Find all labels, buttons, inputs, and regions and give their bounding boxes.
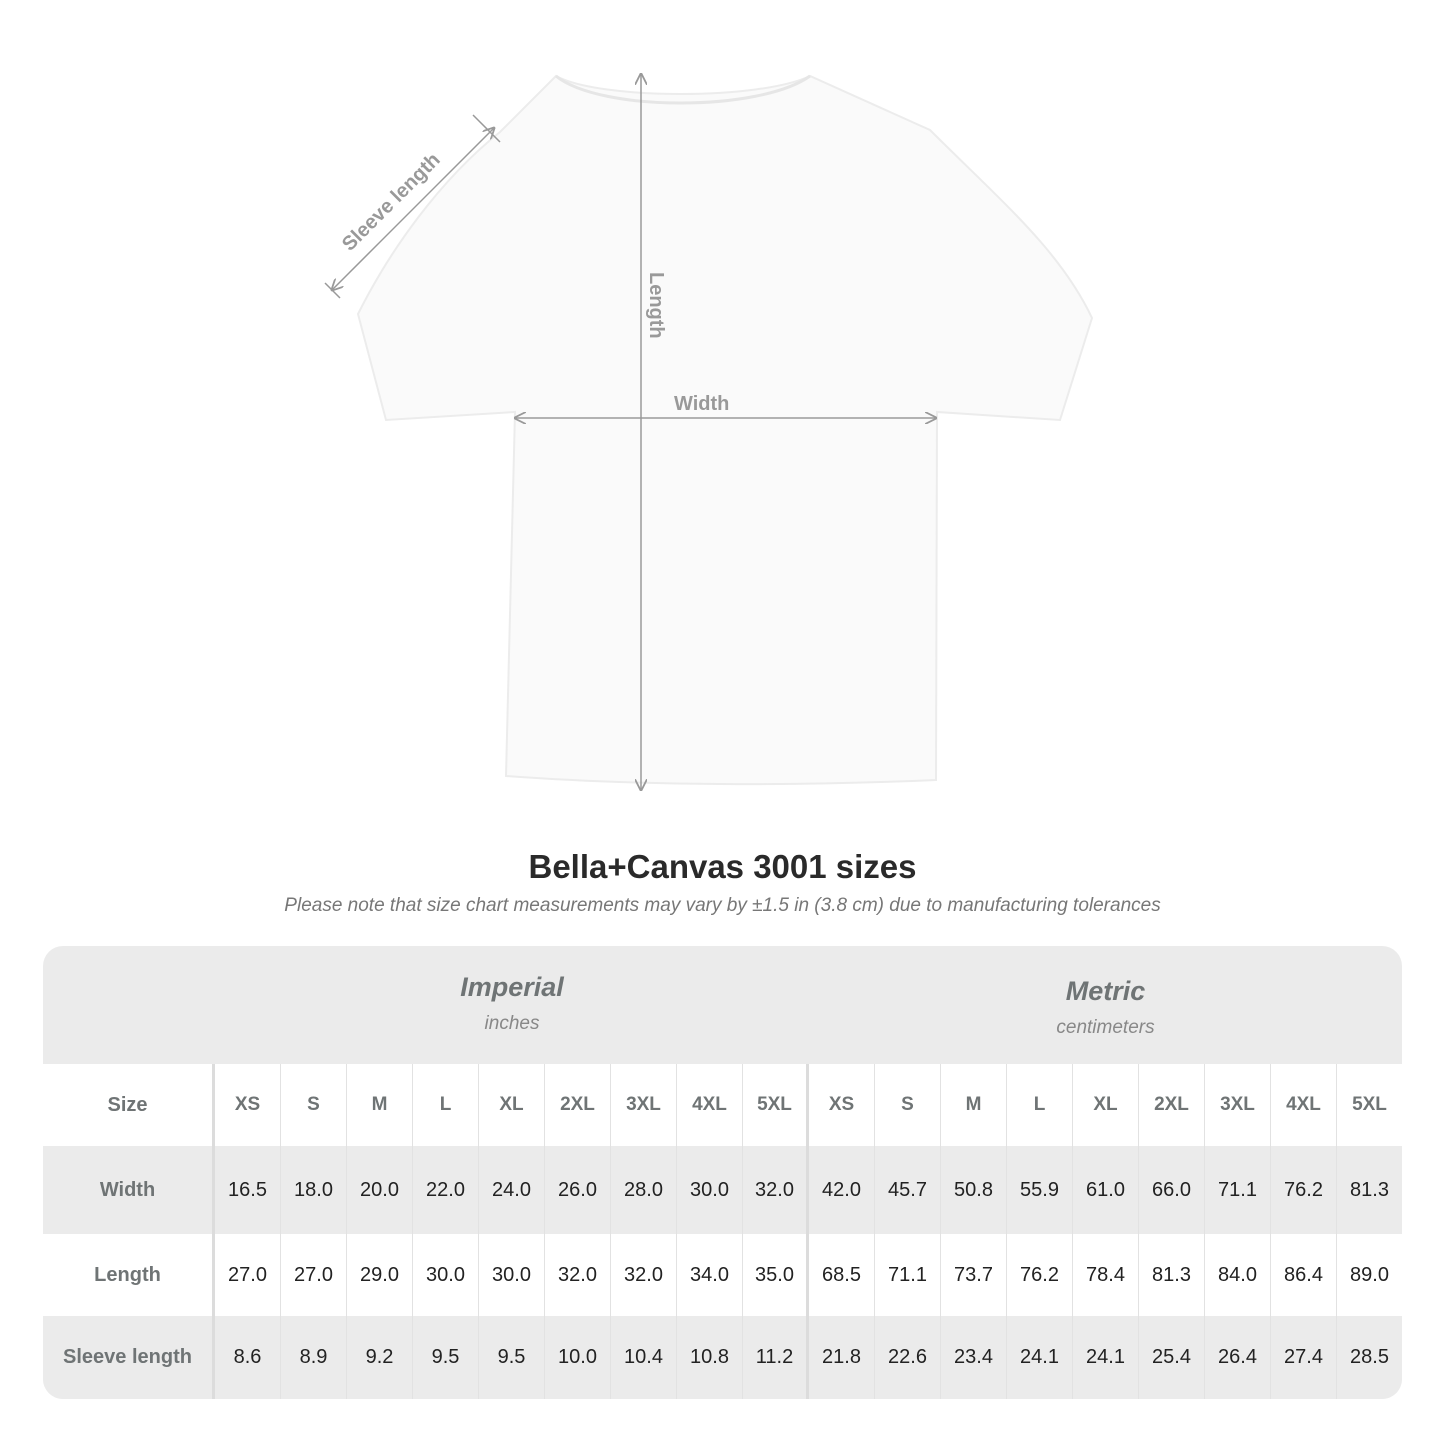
value-cell: 24.0 <box>479 1146 545 1234</box>
size-header-cell: L <box>1007 1064 1073 1146</box>
value-cell: 34.0 <box>677 1234 743 1316</box>
size-header-cell: 2XL <box>1139 1064 1205 1146</box>
value-cell: 28.0 <box>611 1146 677 1234</box>
tshirt-shape <box>356 74 1094 786</box>
value-cell: 84.0 <box>1205 1234 1271 1316</box>
value-cell: 22.0 <box>413 1146 479 1234</box>
value-cell: 27.0 <box>215 1234 281 1316</box>
value-cell: 9.5 <box>413 1316 479 1399</box>
value-cell: 42.0 <box>809 1146 875 1234</box>
value-cell: 78.4 <box>1073 1234 1139 1316</box>
value-cell: 11.2 <box>743 1316 809 1399</box>
value-cell: 55.9 <box>1007 1146 1073 1234</box>
size-header-cell: M <box>941 1064 1007 1146</box>
value-cell: 50.8 <box>941 1146 1007 1234</box>
value-cell: 8.9 <box>281 1316 347 1399</box>
size-header-cell: S <box>875 1064 941 1146</box>
value-cell: 35.0 <box>743 1234 809 1316</box>
value-cell: 24.1 <box>1007 1316 1073 1399</box>
imperial-label: Imperial <box>460 972 564 1002</box>
width-label: Width <box>674 393 729 415</box>
value-cell: 9.2 <box>347 1316 413 1399</box>
imperial-unit: inches <box>484 1013 540 1034</box>
value-cell: 10.4 <box>611 1316 677 1399</box>
size-header-cell: 5XL <box>743 1064 809 1146</box>
size-header-cell: XL <box>479 1064 545 1146</box>
value-cell: 71.1 <box>1205 1146 1271 1234</box>
value-cell: 16.5 <box>215 1146 281 1234</box>
value-cell: 71.1 <box>875 1234 941 1316</box>
value-cell: 8.6 <box>215 1316 281 1399</box>
value-cell: 68.5 <box>809 1234 875 1316</box>
tshirt-diagram: Length Width Sleeve length <box>324 0 1094 820</box>
value-cell: 30.0 <box>479 1234 545 1316</box>
row-label: Width <box>43 1146 215 1234</box>
value-cell: 45.7 <box>875 1146 941 1234</box>
value-cell: 76.2 <box>1007 1234 1073 1316</box>
value-cell: 81.3 <box>1350 1178 1389 1201</box>
value-cell: 28.5 <box>1350 1346 1389 1368</box>
value-cell: 86.4 <box>1271 1234 1337 1316</box>
table-row: Length 27.0 27.0 29.0 30.0 30.0 32.0 32.0 34.0 35… <box>43 1234 1402 1316</box>
value-cell: 89.0 <box>1350 1263 1389 1286</box>
row-label: Sleeve length <box>43 1316 215 1399</box>
value-cell: 18.0 <box>281 1146 347 1234</box>
size-header-cell: 3XL <box>1205 1064 1271 1146</box>
size-header-cell: 4XL <box>677 1064 743 1146</box>
size-header-row: Size XS S M L XL 2XL 3XL 4XL 5XL XS S M L XL 2XL 3XL 4XL 5… <box>43 1064 1402 1146</box>
value-cell: 29.0 <box>347 1234 413 1316</box>
metric-header: Metric centimeters <box>809 946 1402 1064</box>
value-cell: 27.0 <box>281 1234 347 1316</box>
value-cell: 27.4 <box>1271 1316 1337 1399</box>
value-cell: 26.4 <box>1205 1316 1271 1399</box>
value-cell: 10.8 <box>677 1316 743 1399</box>
size-header-cell: 2XL <box>545 1064 611 1146</box>
value-cell: 24.1 <box>1073 1316 1139 1399</box>
value-cell: 32.0 <box>611 1234 677 1316</box>
metric-label: Metric <box>1065 976 1146 1006</box>
value-cell: 73.7 <box>941 1234 1007 1316</box>
value-cell: 32.0 <box>743 1146 809 1234</box>
value-cell: 22.6 <box>875 1316 941 1399</box>
value-cell: 32.0 <box>545 1234 611 1316</box>
value-cell: 20.0 <box>347 1146 413 1234</box>
value-cell: 21.8 <box>809 1316 875 1399</box>
sleeve-arrow <box>332 128 494 290</box>
table-row: Sleeve length 8.6 8.9 9.2 9.5 9.5 10.0 10.4 10.8… <box>43 1316 1402 1399</box>
size-header-cell: S <box>281 1064 347 1146</box>
value-cell: 76.2 <box>1271 1146 1337 1234</box>
size-table: Imperial inches Metric centimeters Size X… <box>43 946 1402 1399</box>
value-cell: 9.5 <box>479 1316 545 1399</box>
value-cell: 66.0 <box>1139 1146 1205 1234</box>
value-cell: 81.3 <box>1139 1234 1205 1316</box>
size-header-cell: XS <box>215 1064 281 1146</box>
row-label: Size <box>43 1064 215 1146</box>
value-cell: 25.4 <box>1139 1316 1205 1399</box>
chart-title: Bella+Canvas 3001 sizes <box>528 848 917 885</box>
chart-subtitle: Please note that size chart measurements… <box>284 895 1161 916</box>
value-cell: 30.0 <box>677 1146 743 1234</box>
size-header-cell: M <box>347 1064 413 1146</box>
table-row: Width 16.5 18.0 20.0 22.0 24.0 26.0 28.0 30.0 32.… <box>43 1146 1402 1234</box>
size-header-cell: XS <box>809 1064 875 1146</box>
row-label: Length <box>43 1234 215 1316</box>
size-header-cell: XL <box>1073 1064 1139 1146</box>
value-cell: 10.0 <box>545 1316 611 1399</box>
value-cell: 30.0 <box>413 1234 479 1316</box>
length-label: Length <box>645 272 667 339</box>
imperial-header: Imperial inches <box>215 946 809 1064</box>
value-cell: 61.0 <box>1073 1146 1139 1234</box>
value-cell: 26.0 <box>545 1146 611 1234</box>
size-header-cell: 5XL <box>1352 1094 1387 1115</box>
size-header-cell: 3XL <box>611 1064 677 1146</box>
metric-unit: centimeters <box>1056 1017 1155 1038</box>
value-cell: 23.4 <box>941 1316 1007 1399</box>
size-header-cell: L <box>413 1064 479 1146</box>
size-header-cell: 4XL <box>1271 1064 1337 1146</box>
